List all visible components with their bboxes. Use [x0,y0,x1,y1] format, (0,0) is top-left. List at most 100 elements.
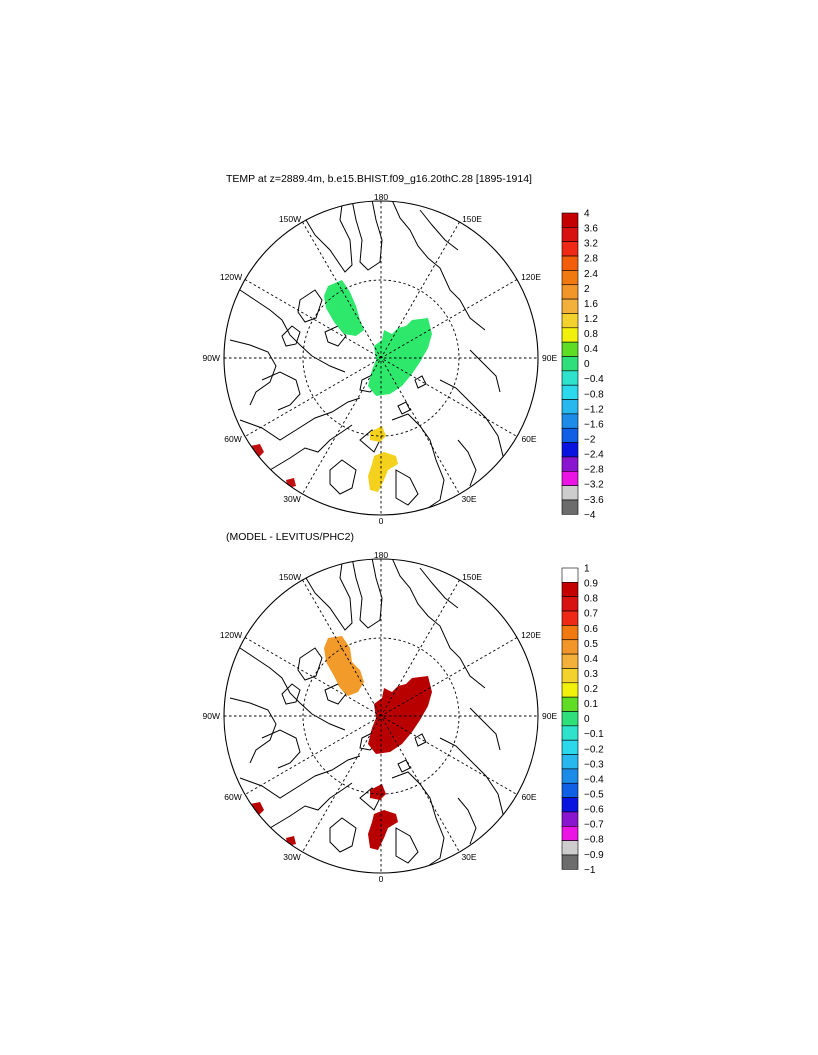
colorbar-label: 0.6 [584,624,598,635]
anomaly-region-red-upper [370,784,386,800]
colorbar-box [561,227,579,243]
longitude-labels: 180 150E 120E 90E 60E 30E 0 30W 60W 90W … [203,550,558,884]
colorbar-box [561,782,579,798]
colorbar-label: 2 [584,284,590,295]
colorbar-label: 1.6 [584,299,598,310]
colorbar-label: 0.8 [584,594,598,605]
colorbar-box [561,596,579,612]
colorbar-box [561,284,579,300]
lon-label-90e: 90E [542,353,557,363]
colorbar: 1 0.9 0.8 0.7 0.6 0.5 0.4 0.3 0.2 0.1 0 −0.1 −0.2 −0.… [561,564,604,876]
panel-title: (MODEL - LEVITUS/PHC2) [226,531,354,543]
panel-title: TEMP at z=2889.4m, b.e15.BHIST.f09_g16.2… [226,173,532,185]
colorbar-label: 0.4 [584,344,598,355]
colorbar-label: 0.9 [584,579,598,590]
lon-label-120w: 120W [220,630,242,640]
colorbar-box [561,356,579,372]
colorbar-label: −4 [584,510,596,521]
colorbar-label: −0.8 [584,835,604,846]
anomaly-region-red-central [368,676,432,754]
colorbar-box [561,456,579,472]
anomaly-region-green-west [324,280,364,336]
colorbar-box [561,241,579,257]
anomaly-region-yellow-upper [370,426,386,442]
colorbar-box [561,255,579,271]
colorbar-label: −0.1 [584,729,604,740]
colorbar-box [561,811,579,827]
lon-label-0: 0 [379,874,384,884]
colorbar-box [561,384,579,400]
colorbar-box [561,470,579,486]
lon-label-180: 180 [374,550,388,560]
colorbar: 4 3.6 3.2 2.8 2.4 2 1.6 1.2 0.8 0.4 0 −0.4 −0.8 −1.2 −… [561,209,604,521]
lon-label-150e: 150E [462,214,482,224]
lon-label-30w: 30W [283,494,300,504]
colorbar-label: −1 [584,865,596,876]
colorbar-box [561,427,579,443]
map-boundary [223,200,539,516]
anomaly-region-green-central [368,318,432,396]
colorbar-box [561,840,579,856]
anomaly-region-red-edge [250,444,264,458]
colorbar-label: −1.2 [584,404,604,415]
colorbar-label: 1 [584,564,590,575]
lon-label-150w: 150W [279,572,301,582]
colorbar-box [561,682,579,698]
colorbar-label: 4 [584,209,590,220]
colorbar-label: −0.8 [584,389,604,400]
colorbar-box [561,212,579,228]
colorbar-label: 2.4 [584,269,598,280]
colorbar-box [561,854,579,870]
lon-label-60e: 60E [521,434,536,444]
lon-label-180: 180 [374,192,388,202]
lon-label-90w: 90W [203,353,220,363]
colorbar-box [561,825,579,841]
lon-label-60e: 60E [521,792,536,802]
colorbar-box [561,639,579,655]
anomaly-region-orange-west [324,636,364,696]
longitude-labels: 180 150E 120E 90E 60E 30E 0 30W 60W 90W … [203,192,558,526]
colorbar-box [561,313,579,329]
colorbar-box [561,725,579,741]
colorbar-box [561,499,579,515]
colorbar-box [561,327,579,343]
colorbar-label: 0.4 [584,654,598,665]
lon-label-30e: 30E [461,852,476,862]
lon-label-120e: 120E [521,272,541,282]
colorbar-box [561,625,579,641]
colorbar-box [561,399,579,415]
lon-label-150w: 150W [279,214,301,224]
colorbar-label: −2 [584,435,596,446]
map-boundary [223,558,539,874]
colorbar-box [561,739,579,755]
colorbar-label: 2.8 [584,254,598,265]
colorbar-label: −2.8 [584,465,604,476]
anomaly-region-red-lower [368,810,398,850]
colorbar-box [561,696,579,712]
lon-label-120w: 120W [220,272,242,282]
colorbar-box [561,797,579,813]
colorbar-box [561,768,579,784]
colorbar-label: −3.2 [584,480,604,491]
colorbar-label: 0.1 [584,699,598,710]
colorbar-label: 0 [584,359,590,370]
colorbar-box [561,413,579,429]
lon-label-30e: 30E [461,494,476,504]
lon-label-30w: 30W [283,852,300,862]
lon-label-60w: 60W [224,434,241,444]
colorbar-label: −0.4 [584,774,604,785]
colorbar-box [561,567,579,583]
coastlines [229,559,505,867]
colorbar-label: −0.5 [584,790,604,801]
panel-temperature: TEMP at z=2889.4m, b.e15.BHIST.f09_g16.2… [203,173,605,526]
colorbar-box [561,711,579,727]
colorbar-box [561,610,579,626]
colorbar-label: 0.5 [584,639,598,650]
colorbar-box [561,370,579,386]
lon-label-60w: 60W [224,792,241,802]
anomaly-region-red-edge [250,802,264,816]
colorbar-label: 0.2 [584,684,598,695]
colorbar-box [561,270,579,286]
lon-label-90w: 90W [203,711,220,721]
graticule [224,201,538,515]
